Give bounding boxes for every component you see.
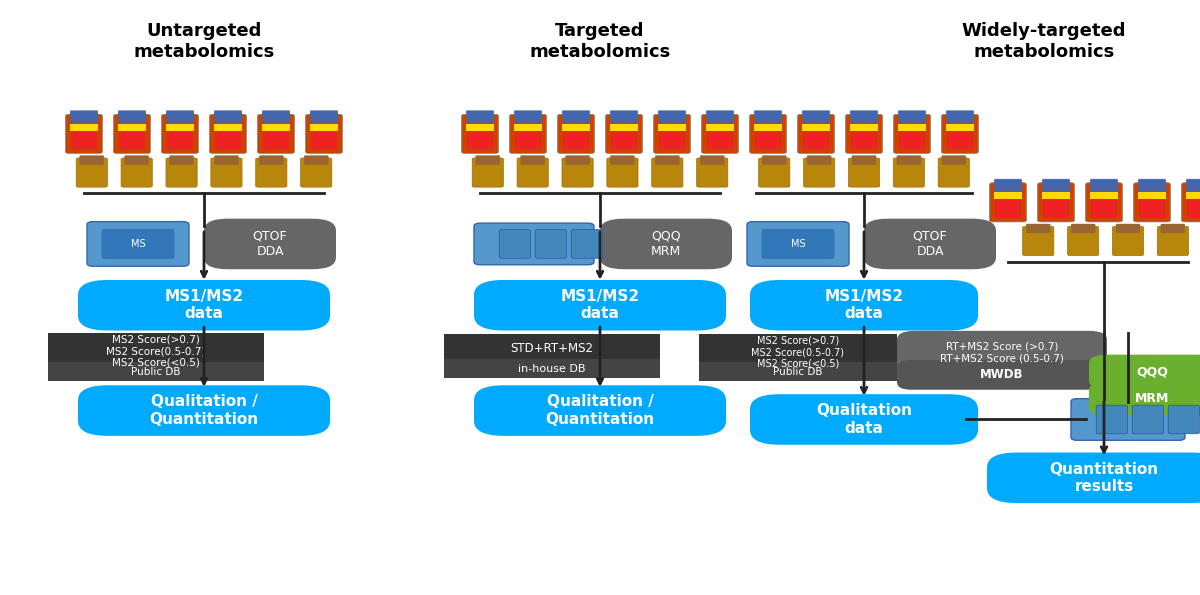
Bar (562, 124, 590, 131)
Text: RT+MS2 Score (>0.7)
RT+MS2 Score (0.5-0.7): RT+MS2 Score (>0.7) RT+MS2 Score (0.5-0.… (940, 342, 1064, 363)
Text: Targeted
metabolomics: Targeted metabolomics (529, 22, 671, 61)
Bar (166, 124, 194, 131)
Bar (946, 124, 974, 131)
Bar (1091, 192, 1118, 199)
FancyBboxPatch shape (708, 129, 732, 149)
FancyBboxPatch shape (521, 156, 545, 165)
FancyBboxPatch shape (762, 156, 786, 165)
FancyBboxPatch shape (468, 129, 492, 149)
FancyBboxPatch shape (509, 114, 546, 154)
FancyBboxPatch shape (1090, 381, 1200, 416)
FancyBboxPatch shape (80, 156, 104, 165)
FancyBboxPatch shape (125, 156, 149, 165)
Bar (898, 124, 926, 131)
Text: Qualitation /
Quantitation: Qualitation / Quantitation (150, 394, 258, 427)
FancyBboxPatch shape (701, 156, 725, 165)
FancyBboxPatch shape (749, 114, 787, 154)
FancyBboxPatch shape (310, 111, 338, 123)
FancyBboxPatch shape (1134, 183, 1171, 222)
Bar (1187, 192, 1200, 199)
FancyBboxPatch shape (611, 156, 635, 165)
FancyBboxPatch shape (1140, 197, 1165, 218)
FancyBboxPatch shape (169, 156, 193, 165)
FancyBboxPatch shape (1072, 399, 1186, 440)
FancyBboxPatch shape (258, 114, 295, 154)
Text: MS2 Score(>0.7)
MS2 Score(0.5-0.7)
MS2 Score(<0.5): MS2 Score(>0.7) MS2 Score(0.5-0.7) MS2 S… (751, 336, 845, 369)
FancyBboxPatch shape (312, 129, 336, 149)
FancyBboxPatch shape (101, 229, 175, 259)
FancyBboxPatch shape (473, 158, 504, 187)
FancyBboxPatch shape (118, 111, 146, 123)
FancyBboxPatch shape (216, 129, 241, 149)
FancyBboxPatch shape (1026, 224, 1050, 233)
FancyBboxPatch shape (1139, 179, 1166, 191)
FancyBboxPatch shape (557, 114, 594, 154)
FancyBboxPatch shape (864, 219, 996, 270)
FancyBboxPatch shape (166, 111, 194, 123)
Text: MS1/MS2
data: MS1/MS2 data (164, 289, 244, 321)
FancyBboxPatch shape (696, 158, 728, 187)
FancyBboxPatch shape (121, 158, 152, 187)
FancyBboxPatch shape (72, 129, 97, 149)
Text: QQQ
MRM: QQQ MRM (650, 230, 682, 258)
FancyBboxPatch shape (845, 114, 883, 154)
Bar (70, 124, 97, 131)
FancyBboxPatch shape (474, 280, 726, 331)
Bar (310, 124, 338, 131)
Bar (706, 124, 734, 131)
FancyBboxPatch shape (1042, 179, 1070, 191)
FancyBboxPatch shape (1068, 227, 1099, 256)
Text: in-house DB: in-house DB (518, 364, 586, 374)
FancyBboxPatch shape (263, 111, 290, 123)
FancyBboxPatch shape (1188, 197, 1200, 218)
FancyBboxPatch shape (852, 129, 876, 149)
FancyBboxPatch shape (77, 158, 108, 187)
FancyBboxPatch shape (305, 156, 329, 165)
FancyBboxPatch shape (444, 359, 660, 378)
FancyBboxPatch shape (611, 111, 638, 123)
FancyBboxPatch shape (896, 331, 1106, 374)
FancyBboxPatch shape (1169, 405, 1200, 434)
FancyBboxPatch shape (475, 156, 500, 165)
FancyBboxPatch shape (893, 114, 931, 154)
FancyBboxPatch shape (600, 219, 732, 270)
Bar (995, 192, 1022, 199)
FancyBboxPatch shape (48, 333, 264, 369)
FancyBboxPatch shape (654, 114, 691, 154)
FancyBboxPatch shape (564, 129, 589, 149)
FancyBboxPatch shape (652, 158, 683, 187)
FancyBboxPatch shape (1182, 183, 1200, 222)
FancyBboxPatch shape (474, 223, 594, 265)
Text: Public DB: Public DB (131, 367, 181, 377)
FancyBboxPatch shape (808, 156, 832, 165)
Bar (214, 124, 242, 131)
FancyBboxPatch shape (896, 360, 1106, 390)
FancyBboxPatch shape (214, 111, 242, 123)
Text: Untargeted
metabolomics: Untargeted metabolomics (133, 22, 275, 61)
FancyBboxPatch shape (1092, 197, 1116, 218)
FancyBboxPatch shape (305, 114, 343, 154)
FancyBboxPatch shape (78, 280, 330, 331)
FancyBboxPatch shape (607, 158, 638, 187)
FancyBboxPatch shape (995, 179, 1022, 191)
Text: MWDB: MWDB (980, 368, 1024, 381)
FancyBboxPatch shape (256, 158, 287, 187)
FancyBboxPatch shape (565, 156, 589, 165)
FancyBboxPatch shape (942, 114, 979, 154)
Text: Qualitation /
Quantitation: Qualitation / Quantitation (546, 394, 654, 427)
Bar (659, 124, 686, 131)
FancyBboxPatch shape (516, 129, 540, 149)
FancyBboxPatch shape (750, 280, 978, 331)
FancyBboxPatch shape (166, 158, 197, 187)
FancyBboxPatch shape (746, 222, 848, 267)
FancyBboxPatch shape (942, 156, 966, 165)
Bar (1042, 192, 1070, 199)
Text: QTOF
DDA: QTOF DDA (253, 230, 287, 258)
FancyBboxPatch shape (70, 111, 97, 123)
FancyBboxPatch shape (754, 111, 782, 123)
FancyBboxPatch shape (996, 197, 1020, 218)
FancyBboxPatch shape (986, 453, 1200, 503)
FancyBboxPatch shape (750, 394, 978, 445)
Text: Qualitation
data: Qualitation data (816, 403, 912, 436)
FancyBboxPatch shape (1116, 224, 1140, 233)
